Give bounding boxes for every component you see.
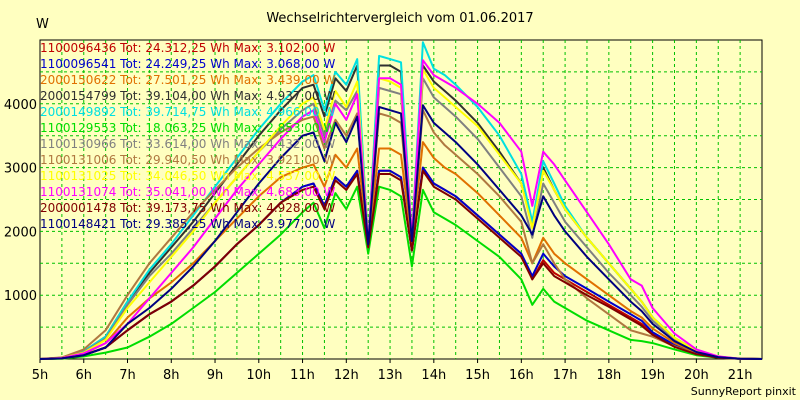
x-tick-label: 14h: [421, 368, 446, 383]
legend-entry-5: 2000149892 Tot: 39.714,75 Wh Max: 4.966,…: [40, 105, 335, 119]
x-tick-label: 7h: [119, 368, 136, 383]
legend-entry-1: 1100096436 Tot: 24.312,25 Wh Max: 3.102,…: [40, 41, 335, 55]
y-tick-label: 3000: [4, 162, 37, 177]
x-tick-label: 11h: [290, 368, 315, 383]
legend-entry-11: 2000001478 Tot: 39.173,75 Wh Max: 4.928,…: [40, 201, 335, 215]
y-axis-unit-label: W: [36, 17, 49, 32]
legend-entry-3: 2000150622 Tot: 27.501,25 Wh Max: 3.439,…: [40, 73, 335, 87]
x-tick-label: 8h: [163, 368, 180, 383]
x-tick-label: 9h: [207, 368, 224, 383]
series-line-11: [39, 169, 763, 360]
legend-entry-8: 1100131006 Tot: 29.940,50 Wh Max: 3.921,…: [40, 153, 335, 167]
x-tick-label: 5h: [32, 368, 49, 383]
x-tick-label: 6h: [75, 368, 92, 383]
series-line-12: [39, 104, 763, 360]
chart-title: Wechselrichtervergleich vom 01.06.2017: [266, 11, 533, 26]
y-tick-label: 2000: [4, 225, 37, 240]
x-tick-label: 12h: [334, 368, 359, 383]
x-tick-label: 10h: [246, 368, 271, 383]
x-tick-label: 13h: [378, 368, 403, 383]
legend-entry-4: 2000154799 Tot: 39.104,00 Wh Max: 4.937,…: [40, 89, 335, 103]
footer-credit: SunnyReport pinxit: [691, 385, 797, 398]
x-tick-label: 20h: [684, 368, 709, 383]
x-tick-label: 18h: [596, 368, 621, 383]
series-line-10: [39, 59, 763, 360]
series-line-3: [39, 141, 763, 360]
axis-ticks: 5h 6h 7h 8h 9h 10h 11h 12h 13h 14h 15h 16h 17h 18h 19h…: [4, 98, 753, 383]
y-tick-label: 1000: [4, 289, 37, 304]
legend-entry-2: 1100096541 Tot: 24.249,25 Wh Max: 3.068,…: [40, 57, 335, 71]
x-tick-label: 15h: [465, 368, 490, 383]
x-tick-label: 17h: [553, 368, 578, 383]
grid: [40, 40, 762, 359]
legend-entry-6: 1100129553 Tot: 18.063,25 Wh Max: 2.853,…: [40, 121, 335, 135]
legend-entry-7: 1100130966 Tot: 33.614,00 Wh Max: 4.432,…: [40, 137, 335, 151]
x-tick-label: 16h: [509, 368, 534, 383]
legend-entry-10: 1100131074 Tot: 35.041,00 Wh Max: 4.683,…: [40, 185, 335, 199]
x-tick-label: 21h: [728, 368, 753, 383]
legend-entry-12: 1100148421 Tot: 29.385,25 Wh Max: 3.977,…: [40, 217, 335, 231]
y-tick-label: 4000: [4, 98, 37, 113]
legend: 1100096436 Tot: 24.312,25 Wh Max: 3.102,…: [40, 41, 335, 231]
series-line-6: [39, 185, 763, 360]
series-lines: [39, 41, 763, 360]
x-tick-label: 19h: [640, 368, 665, 383]
legend-entry-9: 1100131025 Tot: 34.046,50 Wh Max: 4.537,…: [40, 169, 335, 183]
